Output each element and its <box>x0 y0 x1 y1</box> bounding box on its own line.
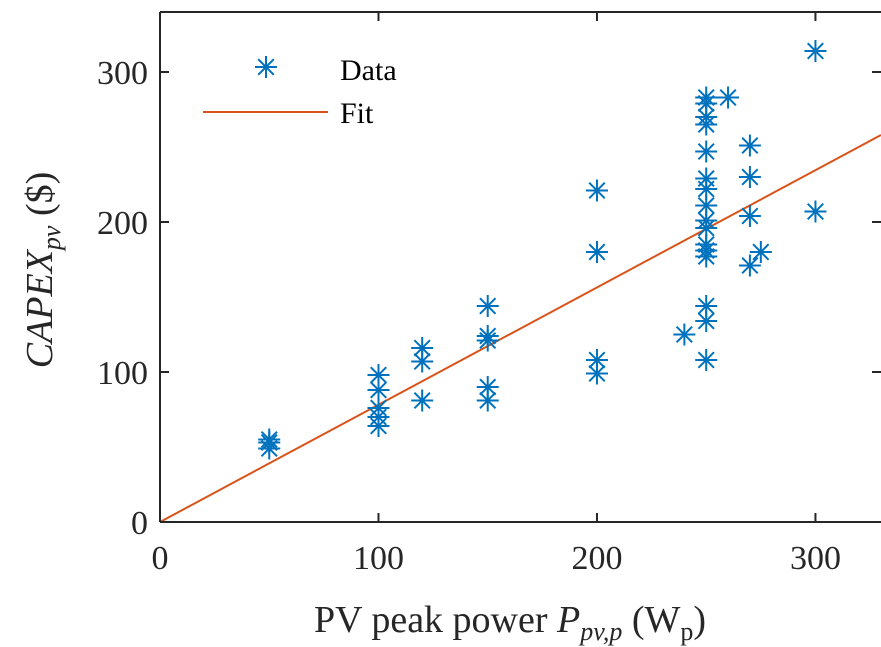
data-point <box>585 362 608 385</box>
data-point <box>804 200 827 223</box>
y-axis-title: CAPEXpv ($) <box>19 172 66 369</box>
data-point <box>738 254 761 277</box>
data-point <box>695 92 718 115</box>
y-axis: 0 100 200 300 <box>97 55 881 542</box>
data-point <box>738 134 761 157</box>
data-point <box>476 389 499 412</box>
x-tick-label: 300 <box>790 540 841 577</box>
data-point <box>695 194 718 217</box>
x-tick-label: 100 <box>353 540 404 577</box>
plot-area <box>159 11 881 523</box>
y-tick-label: 0 <box>131 505 148 542</box>
data-point <box>258 437 281 460</box>
legend: Data Fit <box>203 54 397 130</box>
x-axis-title: PV peak power Ppv,p (Wp) <box>314 599 706 646</box>
data-point <box>585 179 608 202</box>
data-point <box>695 140 718 163</box>
x-tick-label: 200 <box>571 540 622 577</box>
data-point <box>673 323 696 346</box>
data-point <box>411 350 434 373</box>
data-point <box>585 241 608 263</box>
data-point <box>476 295 499 317</box>
legend-asterisk-icon <box>255 56 277 78</box>
data-point <box>717 86 740 109</box>
legend-data-marker <box>255 56 277 78</box>
data-point <box>695 310 718 332</box>
data-point <box>695 349 718 371</box>
data-point <box>476 329 499 352</box>
data-point <box>738 205 761 227</box>
fit-line <box>159 134 881 523</box>
legend-data-label: Data <box>340 54 397 87</box>
data-point <box>749 241 772 263</box>
y-tick-label: 200 <box>97 205 148 242</box>
x-axis: 0 100 200 300 <box>152 12 841 577</box>
data-point <box>695 245 718 268</box>
legend-fit-label: Fit <box>340 97 374 130</box>
data-point <box>695 113 718 136</box>
y-tick-label: 300 <box>97 55 148 92</box>
y-tick-label: 100 <box>97 355 148 392</box>
data-point <box>738 166 761 188</box>
data-point <box>411 389 434 412</box>
data-point <box>367 415 390 437</box>
x-tick-label: 0 <box>152 540 169 577</box>
data-point <box>804 40 827 62</box>
